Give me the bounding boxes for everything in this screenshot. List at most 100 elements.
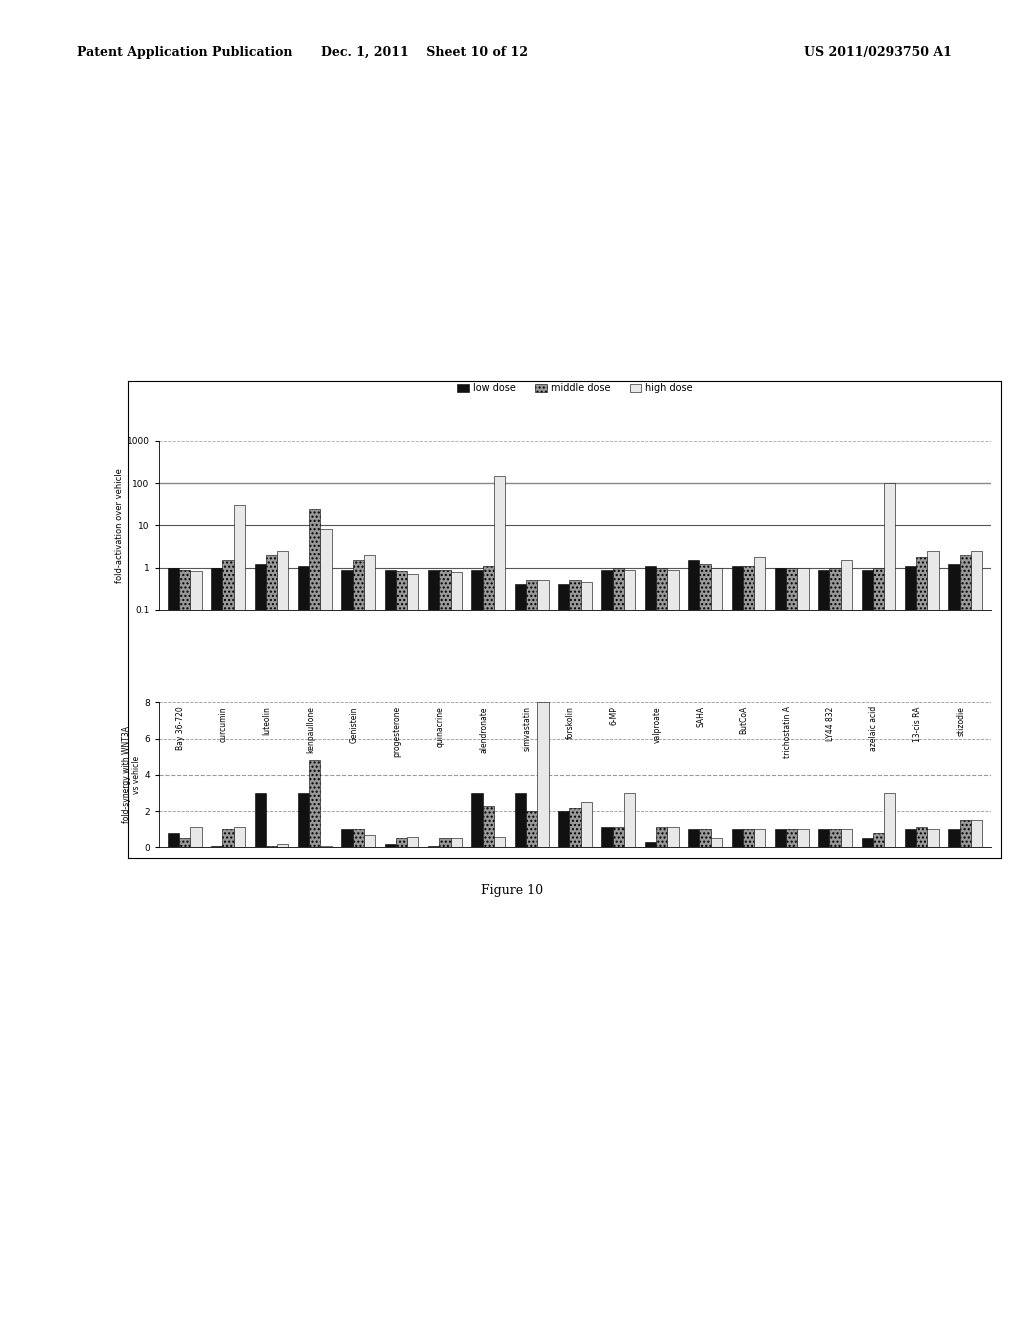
Bar: [959, 554, 971, 1320]
Bar: [948, 564, 959, 1320]
Bar: [656, 828, 668, 847]
Text: SAHA: SAHA: [696, 706, 706, 727]
Bar: [905, 829, 916, 847]
Text: luteolin: luteolin: [262, 706, 271, 735]
Bar: [775, 829, 786, 847]
Bar: [971, 820, 982, 847]
Bar: [569, 808, 581, 847]
Bar: [711, 568, 722, 1320]
Bar: [451, 572, 462, 1320]
Bar: [581, 803, 592, 847]
Bar: [688, 560, 699, 1320]
Text: Genistein: Genistein: [349, 706, 358, 743]
Bar: [515, 793, 526, 847]
Bar: [798, 829, 809, 847]
Bar: [408, 574, 419, 1320]
Bar: [829, 568, 841, 1320]
Bar: [190, 828, 202, 847]
Bar: [971, 550, 982, 1320]
Bar: [408, 837, 419, 847]
Text: simvastatin: simvastatin: [522, 706, 531, 751]
Bar: [916, 828, 928, 847]
Bar: [341, 569, 352, 1320]
Bar: [298, 566, 309, 1320]
Bar: [841, 560, 852, 1320]
Bar: [581, 582, 592, 1320]
Bar: [190, 570, 202, 1320]
Bar: [471, 793, 482, 847]
Bar: [364, 834, 375, 847]
Bar: [699, 564, 711, 1320]
Bar: [428, 569, 439, 1320]
Bar: [754, 829, 765, 847]
Bar: [798, 568, 809, 1320]
Bar: [624, 569, 635, 1320]
Text: quinacrine: quinacrine: [436, 706, 444, 747]
Text: stizodie: stizodie: [956, 706, 966, 737]
Bar: [211, 568, 222, 1320]
Bar: [829, 829, 841, 847]
Bar: [905, 566, 916, 1320]
Bar: [884, 483, 895, 1320]
Bar: [558, 810, 569, 847]
Bar: [841, 829, 852, 847]
Text: Figure 10: Figure 10: [481, 884, 543, 898]
Bar: [352, 560, 364, 1320]
Bar: [179, 838, 190, 847]
Bar: [861, 838, 872, 847]
Bar: [959, 820, 971, 847]
Bar: [538, 581, 549, 1320]
Bar: [526, 581, 538, 1320]
Bar: [211, 846, 222, 847]
Bar: [309, 508, 321, 1320]
Bar: [668, 828, 679, 847]
Text: ButCoA: ButCoA: [739, 706, 749, 734]
Bar: [321, 529, 332, 1320]
Bar: [861, 569, 872, 1320]
Text: 6-MP: 6-MP: [609, 706, 618, 725]
Bar: [668, 569, 679, 1320]
Bar: [341, 829, 352, 847]
Bar: [222, 560, 233, 1320]
Text: valproate: valproate: [652, 706, 662, 743]
Text: US 2011/0293750 A1: US 2011/0293750 A1: [805, 46, 952, 59]
Bar: [233, 828, 245, 847]
Y-axis label: fold-synergy with WNT3A
vs vehicle: fold-synergy with WNT3A vs vehicle: [122, 726, 141, 824]
Legend: low dose, middle dose, high dose: low dose, middle dose, high dose: [456, 381, 694, 396]
Bar: [775, 568, 786, 1320]
Bar: [428, 846, 439, 847]
Bar: [818, 829, 829, 847]
Bar: [612, 568, 624, 1320]
Bar: [168, 833, 179, 847]
Bar: [515, 585, 526, 1320]
Bar: [298, 793, 309, 847]
Text: kenpaullone: kenpaullone: [306, 706, 314, 754]
Bar: [385, 843, 396, 847]
Bar: [233, 506, 245, 1320]
Bar: [731, 566, 742, 1320]
Bar: [928, 829, 939, 847]
Bar: [742, 566, 754, 1320]
Text: Patent Application Publication: Patent Application Publication: [77, 46, 292, 59]
Bar: [612, 828, 624, 847]
Bar: [538, 702, 549, 847]
Bar: [278, 843, 289, 847]
Bar: [451, 838, 462, 847]
Bar: [645, 566, 656, 1320]
Text: azelaic acid: azelaic acid: [869, 706, 879, 751]
Bar: [278, 550, 289, 1320]
Text: Bay 36-720: Bay 36-720: [176, 706, 184, 750]
Bar: [179, 569, 190, 1320]
Bar: [786, 829, 798, 847]
Bar: [396, 570, 408, 1320]
Bar: [624, 793, 635, 847]
Bar: [321, 846, 332, 847]
Bar: [255, 564, 266, 1320]
Bar: [948, 829, 959, 847]
Bar: [928, 550, 939, 1320]
Bar: [266, 554, 278, 1320]
Text: 13-cis RA: 13-cis RA: [912, 706, 922, 742]
Bar: [168, 568, 179, 1320]
Bar: [385, 569, 396, 1320]
Bar: [482, 566, 494, 1320]
